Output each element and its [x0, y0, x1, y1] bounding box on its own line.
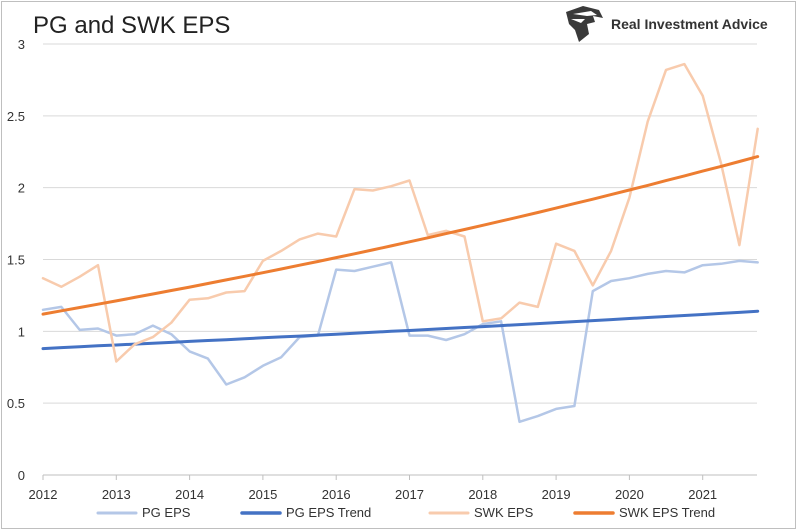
series-line-swk-eps	[41, 62, 759, 363]
legend-label: PG EPS Trend	[286, 505, 371, 520]
y-tick-label: 3	[18, 37, 25, 52]
x-tick-label: 2014	[175, 487, 204, 502]
x-tick-label: 2019	[542, 487, 571, 502]
x-tick-label: 2013	[102, 487, 131, 502]
x-tick-label: 2012	[29, 487, 58, 502]
x-tick-label: 2015	[248, 487, 277, 502]
series-line-pg-eps	[41, 259, 759, 424]
x-tick-label: 2016	[322, 487, 351, 502]
y-tick-label: 2.5	[7, 109, 25, 124]
x-tick-label: 2018	[468, 487, 497, 502]
y-tick-label: 1.5	[7, 253, 25, 268]
legend-label: SWK EPS	[474, 505, 534, 520]
brand-logo: Real Investment Advice	[563, 4, 793, 44]
y-tick-label: 1	[18, 324, 25, 339]
series-line-swk-eps-trend	[41, 155, 760, 316]
legend-label: PG EPS	[142, 505, 191, 520]
x-tick-label: 2017	[395, 487, 424, 502]
legend-label: SWK EPS Trend	[619, 505, 715, 520]
brand-name: Real Investment Advice	[611, 16, 768, 32]
x-tick-label: 2021	[688, 487, 717, 502]
y-tick-label: 0.5	[7, 396, 25, 411]
x-tick-label: 2020	[615, 487, 644, 502]
eagle-head-logo-icon	[566, 6, 603, 42]
y-tick-label: 0	[18, 468, 25, 483]
y-tick-label: 2	[18, 181, 25, 196]
chart-title: PG and SWK EPS	[33, 12, 231, 39]
series-line-pg-eps-trend	[41, 309, 760, 351]
